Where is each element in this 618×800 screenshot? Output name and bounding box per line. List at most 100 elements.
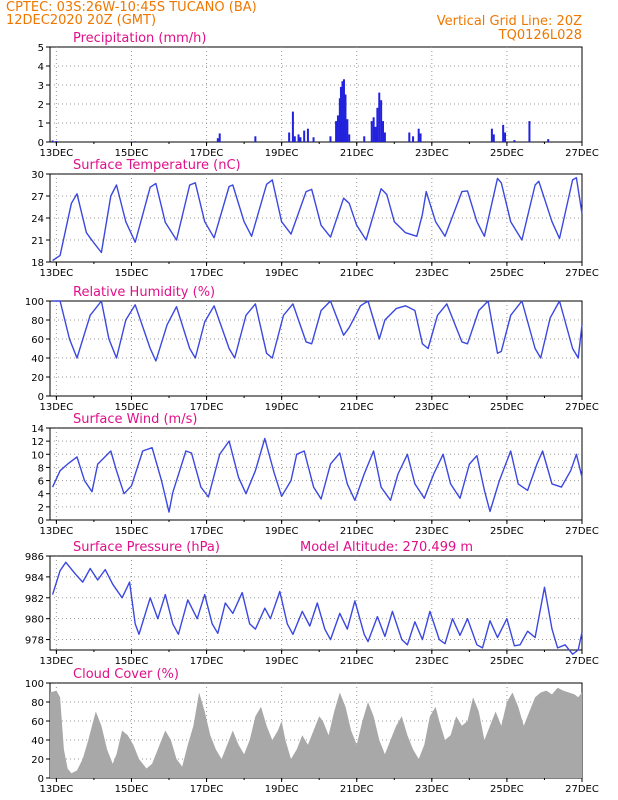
rh-xtick-label: 25DEC (490, 402, 524, 413)
precip-xtick-label: 27DEC (565, 148, 599, 159)
pressure-xtick-label: 21DEC (340, 656, 374, 667)
precip-xtick-label: 23DEC (415, 148, 449, 159)
cloud-xtick-label: 15DEC (115, 784, 149, 795)
cloud-ytick-label: 100 (25, 679, 44, 690)
pressure-xtick-label: 19DEC (265, 656, 299, 667)
precip-xtick-label: 25DEC (490, 148, 524, 159)
pressure-xtick-label: 27DEC (565, 656, 599, 667)
temp-ytick-label: 27 (31, 192, 44, 203)
wind-xtick-label: 13DEC (40, 526, 74, 537)
precip-bar (513, 140, 516, 142)
rh-series-line (52, 300, 583, 362)
pressure-xtick-label: 17DEC (190, 656, 224, 667)
precip-ytick-label: 3 (38, 81, 44, 92)
precip-bar (338, 98, 341, 142)
wind-ytick-label: 2 (38, 503, 44, 514)
precip-frame (49, 46, 583, 143)
temp-xtick-label: 21DEC (340, 268, 374, 279)
precip-bar (51, 140, 54, 142)
precip-bar (341, 81, 344, 142)
header-grid-note: Vertical Grid Line: 20Z (436, 14, 582, 29)
precip-bar (363, 136, 366, 142)
precip-bar (303, 130, 306, 142)
precip-bar (374, 126, 377, 142)
pressure-ytick-label: 982 (25, 594, 44, 605)
temp-ytick-label: 18 (31, 258, 44, 269)
precip-xtick-label: 21DEC (340, 148, 374, 159)
rh-ytick-label: 60 (31, 335, 44, 346)
precip-ytick-label: 0 (38, 138, 44, 149)
precip-bar (372, 117, 375, 142)
wind-xtick-label: 21DEC (340, 526, 374, 537)
rh-ytick-label: 100 (25, 297, 44, 308)
precip-bar (336, 115, 339, 142)
temp-xtick-label: 27DEC (565, 268, 599, 279)
cloud-ytick-label: 60 (31, 717, 44, 728)
rh-ytick-label: 40 (31, 354, 44, 365)
wind-ytick-label: 14 (31, 424, 44, 435)
cloud-xtick-label: 17DEC (190, 784, 224, 795)
rh-xtick-label: 15DEC (115, 402, 149, 413)
precip-bar (342, 79, 345, 142)
precip-bar (412, 136, 415, 142)
precip-xtick-label: 15DEC (115, 148, 149, 159)
precip-bar (216, 138, 219, 142)
precip-bar (218, 133, 221, 142)
precip-bar (339, 86, 342, 142)
precip-bar (291, 111, 294, 142)
wind-xtick-label: 17DEC (190, 526, 224, 537)
cloud-series-area (50, 687, 582, 778)
precip-bar (528, 121, 531, 142)
pressure-subtitle: Model Altitude: 270.499 m (300, 540, 473, 555)
header-station: CPTEC: 03S:26W-10:45S TUCANO (BA) (6, 0, 257, 15)
cloud-ytick-label: 80 (31, 698, 44, 709)
cloud-ytick-label: 40 (31, 736, 44, 747)
precip-bar (417, 128, 420, 142)
wind-xtick-label: 25DEC (490, 526, 524, 537)
rh-ytick-label: 0 (38, 392, 44, 403)
precip-bar (344, 94, 347, 142)
precip-bar (547, 139, 550, 142)
temp-series-line (52, 176, 583, 262)
pressure-xtick-label: 13DEC (40, 656, 74, 667)
precip-bar (376, 107, 379, 142)
wind-xtick-label: 23DEC (415, 526, 449, 537)
wind-frame (49, 427, 583, 521)
precip-bar (306, 128, 309, 142)
temp-ytick-label: 30 (31, 170, 44, 181)
cloud-ytick-label: 20 (31, 755, 44, 766)
cloud-ytick-label: 0 (38, 774, 44, 785)
cloud-xtick-label: 25DEC (490, 784, 524, 795)
precip-bar (297, 134, 300, 142)
temp-ytick-label: 24 (31, 214, 44, 225)
cloud-xtick-label: 21DEC (340, 784, 374, 795)
precip-bar (288, 132, 291, 142)
precip-bar (378, 92, 381, 142)
temp-xtick-label: 13DEC (40, 268, 74, 279)
precip-ytick-label: 5 (38, 43, 44, 54)
wind-ytick-label: 6 (38, 477, 44, 488)
pressure-xtick-label: 23DEC (415, 656, 449, 667)
cloud-xtick-label: 23DEC (415, 784, 449, 795)
precip-bar (299, 137, 302, 142)
wind-title: Surface Wind (m/s) (73, 412, 197, 427)
rh-ytick-label: 80 (31, 316, 44, 327)
header-model-id: TQ0126L028 (498, 28, 582, 43)
rh-xtick-label: 19DEC (265, 402, 299, 413)
cloud-xtick-label: 13DEC (40, 784, 74, 795)
rh-xtick-label: 21DEC (340, 402, 374, 413)
wind-xtick-label: 19DEC (265, 526, 299, 537)
header-datetime: 12DEC2020 20Z (GMT) (6, 13, 157, 28)
pressure-frame (49, 555, 583, 651)
cloud-title: Cloud Cover (%) (73, 667, 179, 682)
precip-bar (504, 132, 507, 142)
precip-bar (380, 100, 383, 142)
rh-xtick-label: 13DEC (40, 402, 74, 413)
precip-xtick-label: 19DEC (265, 148, 299, 159)
wind-ytick-label: 0 (38, 516, 44, 527)
temp-xtick-label: 19DEC (265, 268, 299, 279)
temp-xtick-label: 23DEC (415, 268, 449, 279)
precip-bar (492, 134, 495, 142)
precip-bar (293, 136, 296, 142)
